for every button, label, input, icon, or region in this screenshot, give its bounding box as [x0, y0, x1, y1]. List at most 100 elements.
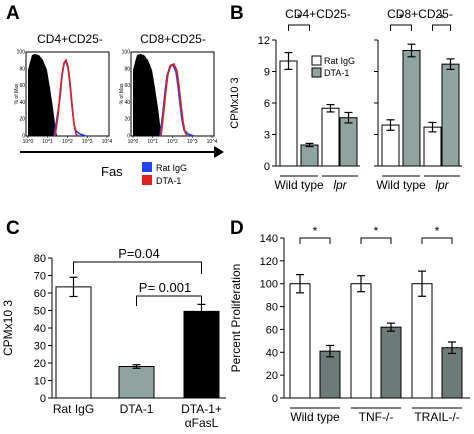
- significance-star: *: [313, 224, 318, 238]
- bar: [321, 107, 340, 167]
- y-tick-label: 0: [127, 134, 130, 140]
- y-tick-label: 60: [34, 288, 46, 300]
- category-label: Wild type: [376, 178, 426, 192]
- category-label: lpr: [333, 178, 347, 192]
- legend-label-rat-igg: Rat IgG: [156, 163, 187, 173]
- legend-swatch-rat-igg: [142, 162, 152, 172]
- y-tick-label: 20: [34, 358, 46, 370]
- category-label: DTA-1+ αFasL: [181, 402, 222, 430]
- panel-a-title-cd4: CD4+CD25-: [37, 32, 103, 46]
- y-tick-label: 40: [266, 347, 278, 359]
- legend-swatch-dta1: [311, 67, 322, 78]
- y-tick-label: 60: [266, 324, 278, 336]
- x-tick-label: 10^4: [102, 139, 113, 145]
- panel-label-d: D: [230, 218, 244, 239]
- x-tick-label: 10^3: [82, 139, 93, 145]
- category-label-line: DTA-1+: [181, 402, 222, 416]
- category-label: Wild type: [274, 178, 324, 192]
- y-tick-label: 20: [124, 117, 130, 123]
- y-tick-label: 140: [260, 233, 278, 245]
- bar: [441, 63, 460, 167]
- y-tick-label: 100: [122, 50, 131, 56]
- y-axis-label: Percent Proliferation: [229, 264, 243, 373]
- y-tick-label: 0: [22, 134, 25, 140]
- bar: [441, 347, 463, 399]
- y-tick-label: 60: [124, 83, 130, 89]
- histogram-cd4: [25, 51, 110, 137]
- bar: [411, 283, 433, 399]
- y-tick-label: 20: [19, 117, 25, 123]
- y-axis-label-a1: % of Max: [14, 83, 20, 104]
- y-tick-label: 80: [266, 302, 278, 314]
- bar: [183, 310, 220, 399]
- fas-arrow-head: [214, 146, 224, 158]
- significance-star: *: [435, 224, 440, 238]
- bar: [380, 326, 402, 399]
- y-tick-label: 80: [34, 253, 46, 265]
- chart-title: CD8+CD25-: [387, 7, 453, 21]
- y-tick-label: 6: [264, 98, 270, 110]
- legend-swatch-rat-igg: [311, 55, 322, 66]
- bar: [118, 366, 155, 399]
- p-value-label: P=0.04: [118, 246, 160, 261]
- x-tick-label: 10^0: [128, 139, 139, 145]
- p-value-label: P= 0.001: [139, 280, 191, 295]
- category-label-line: αFasL: [185, 416, 219, 430]
- x-tick-label: 10^2: [167, 139, 178, 145]
- significance-bracket: [360, 237, 392, 244]
- significance-bracket: [390, 24, 412, 31]
- bar: [55, 286, 92, 399]
- y-tick-label: 100: [260, 279, 278, 291]
- y-tick-label: 80: [19, 66, 25, 72]
- significance-star: *: [374, 224, 379, 238]
- panel-label-b: B: [230, 3, 244, 24]
- category-label: Wild type: [290, 410, 340, 424]
- unstained-histogram: [133, 54, 162, 136]
- legend-swatch-dta1: [142, 175, 152, 185]
- y-tick-label: 80: [124, 66, 130, 72]
- bar: [381, 124, 400, 167]
- panel-label-a: A: [6, 3, 20, 24]
- legend-label: DTA-1: [324, 68, 349, 78]
- y-tick-label: 40: [34, 323, 46, 335]
- dta1-histogram: [160, 63, 188, 137]
- significance-bracket: [299, 237, 331, 244]
- chart-c: 0 10 20 30 40 50 60 70 80 CPMx10 3 Rat IgG DTA-1 DTA…: [1, 246, 226, 430]
- legend-label-dta1: DTA-1: [156, 176, 181, 186]
- p-value-bracket: [136, 295, 202, 306]
- significance-bracket: [421, 237, 453, 244]
- x-tick-label: 10^0: [23, 139, 34, 145]
- legend-label: Rat IgG: [324, 56, 355, 66]
- y-tick-label: 9: [264, 67, 270, 79]
- chart-b-cd4: CD4+CD25- 0 3 6 9 12 CPMx10 3 Wild type lpr * Rat …: [229, 7, 360, 192]
- category-label: lpr: [435, 178, 449, 192]
- y-tick-label: 10: [34, 376, 46, 388]
- y-axis-label: CPMx10 3: [229, 77, 241, 128]
- y-tick-label: 40: [124, 100, 130, 106]
- category-label: TNF-/-: [359, 410, 394, 424]
- y-tick-label: 100: [17, 50, 26, 56]
- category-label: DTA-1: [120, 402, 154, 416]
- unstained-histogram: [28, 54, 57, 136]
- p-value-bracket: [73, 261, 202, 274]
- y-tick-label: 70: [34, 271, 46, 283]
- y-tick-label: 60: [19, 83, 25, 89]
- bar: [289, 283, 311, 399]
- panel-a-title-cd8: CD8+CD25-: [140, 32, 206, 46]
- significance-bracket: [432, 24, 451, 31]
- chart-b-cd8: CD8+CD25- Wild type lpr * *: [374, 7, 462, 192]
- significance-star: *: [399, 11, 404, 25]
- bar: [319, 350, 341, 399]
- bar: [300, 144, 319, 167]
- panel-label-c: C: [6, 218, 20, 239]
- bar: [339, 117, 358, 167]
- bar: [423, 126, 442, 167]
- x-tick-label: 10^1: [147, 139, 158, 145]
- x-tick-label: 10^3: [187, 139, 198, 145]
- y-axis-label: CPMx10 3: [1, 300, 15, 356]
- chart-d: 0 20 40 60 80 100 120 140 Percent Proliferation W…: [229, 224, 470, 424]
- y-tick-label: 0: [272, 393, 278, 405]
- y-tick-label: 40: [19, 100, 25, 106]
